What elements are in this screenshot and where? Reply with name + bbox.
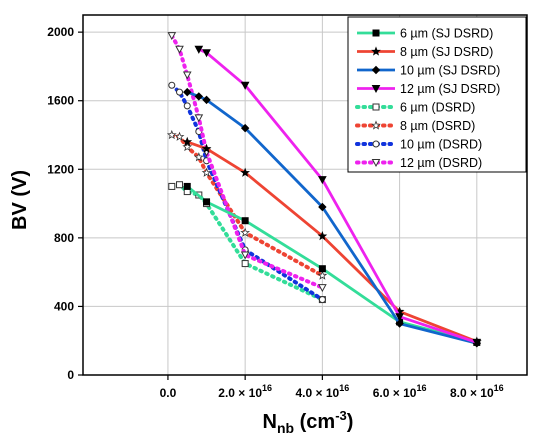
y-tick-label: 0 (67, 368, 74, 382)
x-axis-title-subscript: nb (277, 420, 294, 436)
series-line (169, 182, 325, 302)
x-axis-title: Nnb (cm-3) (263, 408, 354, 436)
legend-item: 8 µm (DSRD) (355, 119, 475, 133)
legend-label: 8 µm (DSRD) (400, 119, 475, 133)
legend-item: 6 µm (DSRD) (355, 101, 475, 115)
data-point (194, 114, 204, 123)
legend-label: 12 µm (DSRD) (400, 156, 482, 170)
data-point (372, 29, 380, 37)
data-point (472, 338, 482, 347)
data-point (202, 49, 211, 58)
legend-label: 6 µm (SJ DSRD) (400, 27, 493, 41)
series-10-m-sj-dsrd (183, 87, 482, 348)
legend-item: 12 µm (DSRD) (355, 156, 482, 170)
data-point (371, 85, 381, 94)
data-point (318, 176, 327, 185)
data-point (183, 102, 191, 110)
data-point (241, 260, 249, 268)
data-point (166, 129, 177, 140)
y-tick-label: 1600 (47, 94, 74, 108)
x-tick-label: 8.0 × 1016 (450, 383, 504, 400)
y-tick-label: 400 (54, 299, 74, 313)
data-point (202, 95, 211, 105)
data-point (176, 88, 184, 96)
series-12-m-dsrd (167, 32, 327, 293)
series-10-m-dsrd (168, 81, 326, 304)
legend-item: 6 µm (SJ DSRD) (357, 27, 493, 41)
data-point (203, 198, 211, 206)
data-point (168, 182, 176, 190)
legend-label: 10 µm (SJ DSRD) (400, 64, 500, 78)
data-point (182, 136, 193, 146)
x-tick-label: 0.0 (160, 386, 177, 400)
data-point (371, 65, 381, 75)
data-point (318, 296, 326, 304)
x-axis-title-main: N (263, 411, 277, 433)
legend-label: 8 µm (SJ DSRD) (400, 45, 493, 59)
x-axis-title-unit: (cm (294, 411, 335, 433)
x-tick-label: 6.0 × 1016 (373, 383, 427, 400)
y-axis-title: BV (V) (9, 170, 31, 230)
data-point (318, 265, 326, 273)
data-point (240, 251, 250, 260)
axis-ticks: 0.0 2.0 × 1016 4.0 × 1016 6.0 × 1016 8.0 × 1… (47, 25, 503, 400)
y-tick-label: 2000 (47, 25, 74, 39)
data-point (174, 131, 185, 141)
data-point (317, 231, 328, 241)
data-point (240, 227, 251, 237)
legend-item: 8 µm (SJ DSRD) (357, 45, 493, 59)
x-axis-title-superscript: -3 (335, 408, 347, 423)
data-point (201, 167, 212, 177)
legend-item: 12 µm (SJ DSRD) (357, 82, 500, 96)
data-point (371, 46, 381, 56)
data-point (240, 167, 251, 177)
data-point (194, 45, 204, 54)
data-point (371, 120, 381, 130)
legend-label: 6 µm (DSRD) (400, 101, 475, 115)
data-point (201, 143, 212, 153)
series-8-m-dsrd (166, 129, 328, 280)
series-12-m-sj-dsrd (194, 45, 482, 347)
data-point (240, 123, 250, 133)
data-point (371, 159, 381, 168)
x-tick-label: 2.0 × 1016 (218, 383, 272, 400)
data-point (318, 284, 327, 293)
legend-item: 10 µm (SJ DSRD) (357, 64, 500, 78)
data-point (318, 202, 327, 212)
data-point (372, 140, 380, 148)
data-point (317, 270, 328, 280)
data-point (241, 217, 249, 225)
data-point (240, 81, 250, 90)
plot-frame (82, 14, 528, 376)
data-point (372, 103, 380, 111)
legend: 6 µm (SJ DSRD) 8 µm (SJ DSRD) 10 µm (SJ DS… (347, 16, 527, 173)
data-point (183, 182, 191, 190)
data-point (183, 87, 192, 97)
data-point (194, 92, 204, 101)
y-tick-label: 800 (54, 231, 74, 245)
x-axis-title-close: ) (347, 411, 354, 433)
legend-label: 10 µm (DSRD) (400, 138, 482, 152)
data-point (175, 45, 184, 54)
x-tick-label: 4.0 × 1016 (296, 383, 350, 400)
legend-label: 12 µm (SJ DSRD) (400, 82, 500, 96)
legend-item: 10 µm (DSRD) (355, 138, 482, 152)
data-point (182, 71, 192, 80)
series-layer (166, 32, 482, 348)
data-point (193, 152, 204, 162)
data-point (176, 181, 184, 189)
data-point (395, 319, 404, 328)
data-point (395, 313, 404, 322)
data-point (168, 81, 176, 89)
data-point (167, 32, 177, 41)
y-tick-label: 1200 (47, 162, 74, 176)
